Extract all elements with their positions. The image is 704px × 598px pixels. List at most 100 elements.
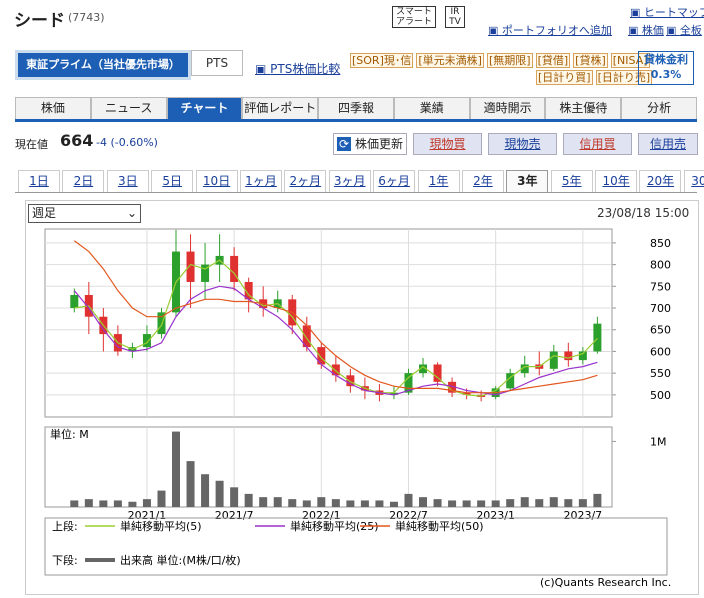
stock-name: シード xyxy=(14,11,65,31)
quote-label: 現在値 xyxy=(15,138,48,151)
legend-text: 単純移動平均(25) xyxy=(290,519,379,533)
volume-bar xyxy=(535,499,544,507)
candle-body xyxy=(186,251,195,282)
period-tab[interactable]: 20年 xyxy=(639,170,682,192)
volume-bar xyxy=(462,500,471,507)
volume-bar xyxy=(389,501,398,507)
candle-body xyxy=(317,347,326,365)
chart-frame xyxy=(25,200,699,595)
link[interactable]: ▣ ポートフォリオへ追加 xyxy=(488,24,612,37)
volume-bar xyxy=(273,497,282,507)
volume-bar xyxy=(433,499,442,507)
period-tab[interactable]: 1年 xyxy=(417,170,460,192)
volume-bar xyxy=(506,499,515,507)
volume-bar xyxy=(331,499,340,507)
volume-bar xyxy=(477,500,486,507)
volume-bar xyxy=(259,497,268,507)
stock-code: (7743) xyxy=(68,11,105,24)
period-tab[interactable]: 2日 xyxy=(62,170,105,192)
pts-compare[interactable]: ▣ PTS株価比較 xyxy=(255,62,341,76)
period-tab[interactable]: 5年 xyxy=(550,170,593,192)
x-tick-label: 2021/7 xyxy=(215,509,254,522)
volume-bar xyxy=(172,431,181,507)
tag: [無期限] xyxy=(486,53,533,68)
moving-average xyxy=(73,240,598,394)
period-tab[interactable]: 6ヶ月 xyxy=(373,170,416,192)
volume-bar xyxy=(375,500,384,507)
nav-tab[interactable]: 分析 xyxy=(621,97,698,119)
link[interactable]: ▣ ヒートマップ xyxy=(630,4,704,20)
volume-bar xyxy=(593,493,602,507)
period-tab[interactable]: 1日 xyxy=(18,170,60,192)
y-tick-label: 750 xyxy=(650,280,671,293)
nav-tab[interactable]: 評価レポート xyxy=(242,97,319,119)
candle-body xyxy=(564,351,573,361)
volume-bar xyxy=(99,500,108,507)
nav-tab[interactable]: 適時開示 xyxy=(469,97,546,119)
period-tab[interactable]: 10年 xyxy=(595,170,638,192)
candle-body xyxy=(201,264,210,282)
volume-bar xyxy=(360,500,369,507)
volume-unit: 単位: M xyxy=(50,427,89,441)
tag: [貸株] xyxy=(573,53,608,68)
x-tick-label: 2023/7 xyxy=(563,509,602,522)
period-tab[interactable]: 5日 xyxy=(151,170,194,192)
divider xyxy=(15,192,697,193)
y-tick-label: 800 xyxy=(650,259,671,272)
legend-text: 単純移動平均(5) xyxy=(120,519,202,533)
link[interactable]: ▣ 株価 xyxy=(628,24,664,37)
volume-bar xyxy=(70,500,79,507)
candle-body xyxy=(549,351,558,369)
volume-bar xyxy=(317,497,326,507)
nav-tab[interactable]: ニュース xyxy=(90,97,167,119)
nav-tab[interactable]: 株価 xyxy=(15,97,91,119)
link[interactable]: ▣ 全板 xyxy=(666,24,702,37)
legend-label: 下段: xyxy=(52,553,78,567)
trade-button[interactable]: 現物買 xyxy=(413,133,482,155)
period-tab[interactable]: 1ヶ月 xyxy=(239,170,282,192)
trade-button[interactable]: 信用売 xyxy=(638,133,698,155)
candle-body xyxy=(506,373,515,389)
smart-alert[interactable]: スマート アラート xyxy=(392,6,436,28)
volume-bar xyxy=(520,497,529,507)
tag: [日計り買] xyxy=(536,70,593,85)
button-text: 株価更新 xyxy=(354,137,403,151)
lending-rate-value: 0.3% xyxy=(650,68,682,81)
period-tab[interactable]: 3ヶ月 xyxy=(328,170,371,192)
volume-bar xyxy=(564,499,573,507)
period-tab[interactable]: 10日 xyxy=(195,170,238,192)
period-tab[interactable]: 2年 xyxy=(461,170,504,192)
nav-tab[interactable]: 業績 xyxy=(393,97,470,119)
nav-tab[interactable]: チャート xyxy=(166,97,243,119)
volume-bar xyxy=(157,490,166,507)
trade-button[interactable]: 信用買 xyxy=(563,133,632,155)
candle-body xyxy=(157,312,166,335)
volume-bar xyxy=(84,499,93,507)
tag-row: [SOR]現･信 [単元未満株] [無期限] [貸借] [貸株] [NISA] xyxy=(350,52,653,68)
candle-body xyxy=(404,373,413,393)
legend-text: 出来高 単位:(M株/口/枚) xyxy=(120,553,241,567)
legend-label: 上段: xyxy=(52,519,78,533)
period-tab[interactable]: 2ヶ月 xyxy=(284,170,327,192)
volume-bar xyxy=(244,493,253,507)
period-tab[interactable]: 30年 xyxy=(683,170,704,192)
candle-body xyxy=(433,364,442,382)
interval-select[interactable]: 週足 ⌄ xyxy=(28,204,141,223)
market-tab[interactable]: 東証プライム（当社優先市場） xyxy=(15,50,191,80)
market-tab[interactable]: PTS xyxy=(191,50,243,76)
ir-tv[interactable]: IR TV xyxy=(445,6,465,28)
candle-body xyxy=(593,323,602,352)
nav-tab[interactable]: 四季報 xyxy=(318,97,394,119)
link-text: ポートフォリオへ追加 xyxy=(501,24,612,37)
link-text: 全板 xyxy=(679,24,702,37)
period-tab[interactable]: 3年 xyxy=(506,170,549,192)
refresh-button[interactable]: ⟳ 株価更新 xyxy=(333,133,407,155)
nav-tab[interactable]: 株主優待 xyxy=(545,97,622,119)
pts-compare-text: PTS株価比較 xyxy=(270,62,341,76)
candle-body xyxy=(302,325,311,348)
period-tab[interactable]: 3日 xyxy=(106,170,149,192)
smart-alert-text: スマート xyxy=(396,7,432,17)
trade-button[interactable]: 現物売 xyxy=(488,133,557,155)
